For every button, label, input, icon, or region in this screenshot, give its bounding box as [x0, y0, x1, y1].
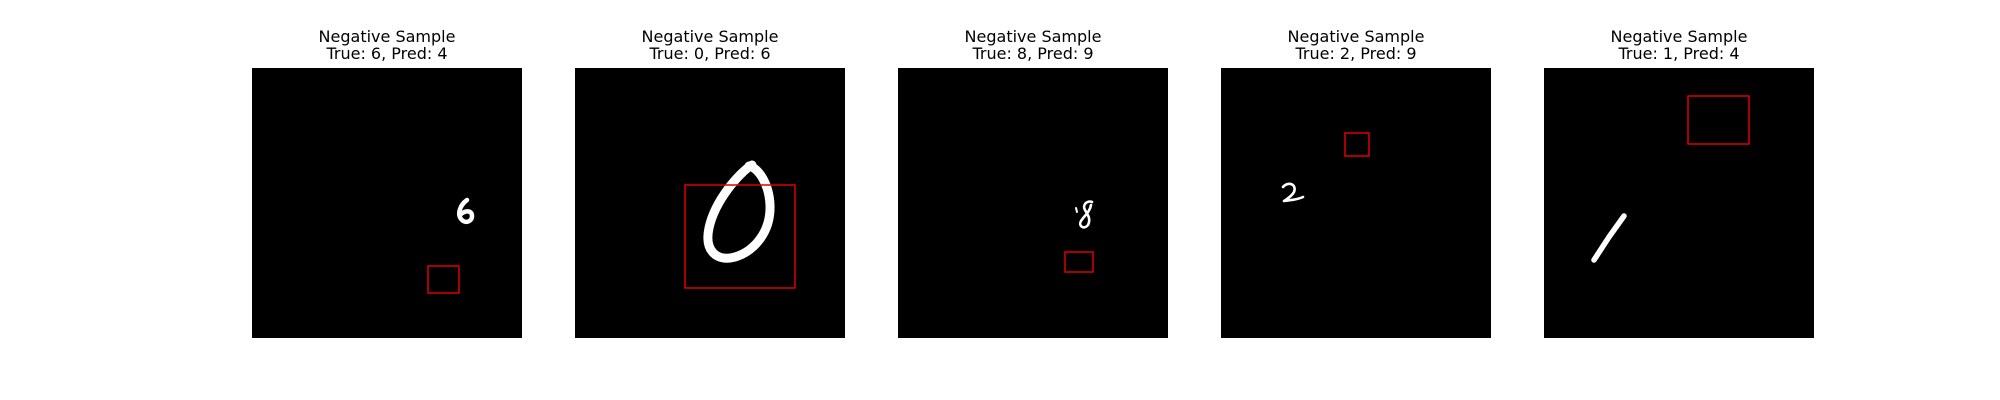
panel-title-4: Negative Sample True: 2, Pred: 9	[1221, 28, 1491, 68]
sample-panel-5: Negative Sample True: 1, Pred: 4	[1544, 28, 1814, 338]
panel-title-line-2: Negative Sample	[641, 27, 779, 46]
digit-stroke-2	[1281, 182, 1305, 203]
panel-title-line-5: Negative Sample	[1610, 27, 1748, 46]
digit-stroke-8	[1075, 200, 1094, 229]
digit-stroke-6	[457, 197, 475, 225]
panel-title-5: Negative Sample True: 1, Pred: 4	[1544, 28, 1814, 68]
panel-subtitle-line-1: True: 6, Pred: 4	[326, 44, 448, 63]
prediction-box-4	[1344, 132, 1370, 157]
prediction-box-1	[427, 265, 460, 294]
digit-image-4	[1221, 68, 1491, 338]
digit-image-3	[898, 68, 1168, 338]
sample-panel-3: Negative Sample True: 8, Pred: 9	[898, 28, 1168, 338]
digit-stroke-1	[1591, 213, 1627, 263]
prediction-box-2	[684, 184, 796, 289]
digit-image-2	[575, 68, 845, 338]
panel-subtitle-line-5: True: 1, Pred: 4	[1618, 44, 1740, 63]
prediction-box-3	[1064, 251, 1094, 273]
prediction-box-5	[1687, 95, 1750, 145]
panel-title-1: Negative Sample True: 6, Pred: 4	[252, 28, 522, 68]
panel-title-3: Negative Sample True: 8, Pred: 9	[898, 28, 1168, 68]
panel-subtitle-line-4: True: 2, Pred: 9	[1295, 44, 1417, 63]
panel-subtitle-line-3: True: 8, Pred: 9	[972, 44, 1094, 63]
panel-title-line-4: Negative Sample	[1287, 27, 1425, 46]
sample-panel-4: Negative Sample True: 2, Pred: 9	[1221, 28, 1491, 338]
digit-image-5	[1544, 68, 1814, 338]
sample-panel-2: Negative Sample True: 0, Pred: 6	[575, 28, 845, 338]
panel-title-2: Negative Sample True: 0, Pred: 6	[575, 28, 845, 68]
digit-image-1	[252, 68, 522, 338]
panel-title-line-1: Negative Sample	[318, 27, 456, 46]
digit-stroke-0	[703, 160, 775, 263]
panel-title-line-3: Negative Sample	[964, 27, 1102, 46]
sample-panel-1: Negative Sample True: 6, Pred: 4	[252, 28, 522, 338]
panel-subtitle-line-2: True: 0, Pred: 6	[649, 44, 771, 63]
